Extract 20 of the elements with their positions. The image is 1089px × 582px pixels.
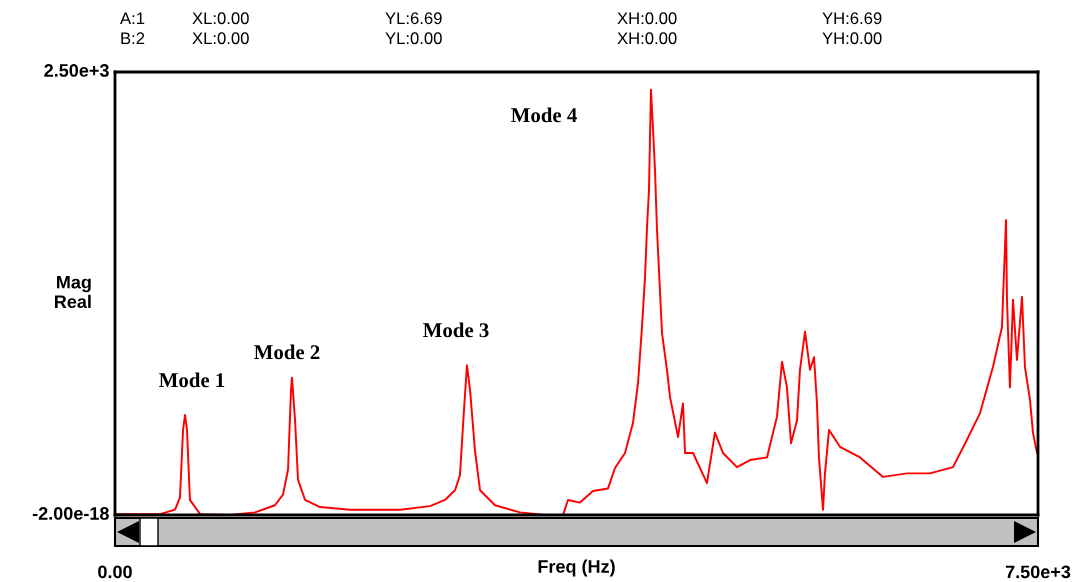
y-tick-label: 2.50e+3 xyxy=(44,64,109,77)
x-tick-label: 7.50e+3 xyxy=(1005,565,1071,579)
y-tick-label: -2.00e-18 xyxy=(32,507,109,520)
text: XL:0.00 xyxy=(192,32,249,45)
text: B:2 xyxy=(121,32,145,44)
text: YL:0.00 xyxy=(385,32,442,45)
text: YH:0.00 xyxy=(822,32,882,45)
annotation: Mode 4 xyxy=(511,107,577,123)
text: XH:0.00 xyxy=(617,32,677,45)
text: YL:6.69 xyxy=(385,12,442,25)
text: YH:6.69 xyxy=(822,12,882,25)
text: XL:0.00 xyxy=(192,12,249,25)
text: A:1 xyxy=(120,12,145,24)
annotation: Mode 2 xyxy=(254,344,320,360)
x-tick-label: 0.00 xyxy=(98,565,132,579)
annotation: Mode 3 xyxy=(423,322,489,338)
text: XH:0.00 xyxy=(617,12,677,25)
annotation: Mode 1 xyxy=(159,372,225,388)
x-axis-title: Freq (Hz) xyxy=(538,559,615,577)
y-axis-title: Mag Real xyxy=(55,275,91,309)
